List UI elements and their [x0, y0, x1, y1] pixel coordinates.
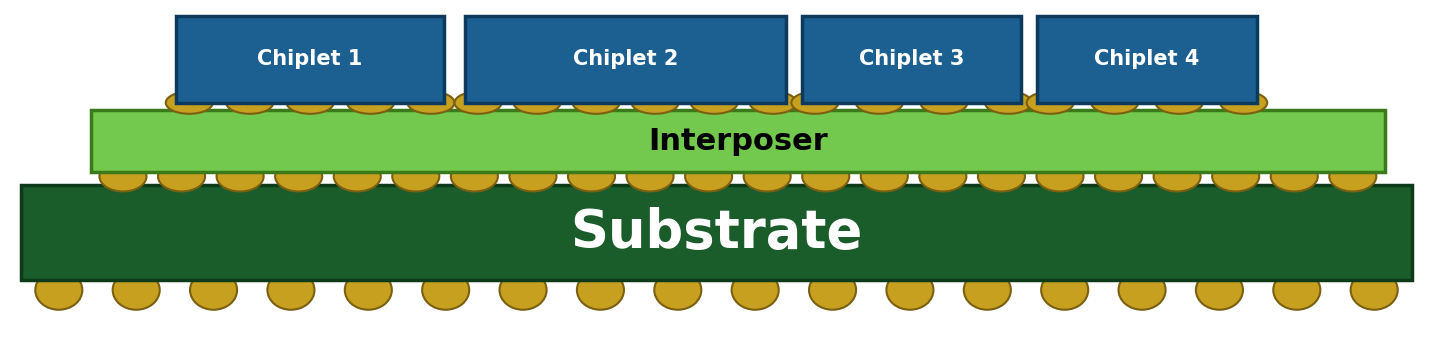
Text: Chiplet 4: Chiplet 4: [1095, 49, 1199, 69]
Text: Interposer: Interposer: [648, 127, 828, 156]
Ellipse shape: [216, 162, 264, 191]
Ellipse shape: [191, 270, 236, 310]
Ellipse shape: [1095, 162, 1142, 191]
Ellipse shape: [451, 162, 497, 191]
Ellipse shape: [626, 162, 674, 191]
Ellipse shape: [454, 92, 502, 114]
Ellipse shape: [99, 162, 146, 191]
Ellipse shape: [1271, 162, 1318, 191]
Ellipse shape: [1197, 270, 1242, 310]
Ellipse shape: [655, 270, 701, 310]
Ellipse shape: [984, 92, 1032, 114]
Ellipse shape: [407, 92, 454, 114]
Ellipse shape: [334, 162, 381, 191]
Ellipse shape: [500, 270, 546, 310]
Ellipse shape: [1154, 162, 1201, 191]
Ellipse shape: [36, 270, 82, 310]
Ellipse shape: [1026, 92, 1073, 114]
Ellipse shape: [113, 270, 159, 310]
Ellipse shape: [1091, 92, 1138, 114]
Ellipse shape: [268, 270, 314, 310]
Ellipse shape: [1330, 162, 1376, 191]
Ellipse shape: [732, 270, 778, 310]
Bar: [176, 16, 444, 103]
Bar: [90, 110, 1384, 172]
Ellipse shape: [1155, 92, 1202, 114]
Ellipse shape: [856, 92, 903, 114]
Ellipse shape: [577, 270, 623, 310]
Ellipse shape: [1219, 92, 1267, 114]
Ellipse shape: [749, 92, 797, 114]
Ellipse shape: [791, 92, 838, 114]
Ellipse shape: [166, 92, 214, 114]
Ellipse shape: [1351, 270, 1397, 310]
Ellipse shape: [275, 162, 322, 191]
Text: Substrate: Substrate: [570, 207, 863, 259]
Ellipse shape: [861, 162, 909, 191]
Ellipse shape: [802, 162, 850, 191]
Ellipse shape: [158, 162, 205, 191]
Ellipse shape: [1212, 162, 1260, 191]
Bar: [1037, 16, 1257, 103]
Ellipse shape: [1036, 162, 1083, 191]
Ellipse shape: [423, 270, 469, 310]
Ellipse shape: [513, 92, 560, 114]
Ellipse shape: [887, 270, 933, 310]
Ellipse shape: [1274, 270, 1320, 310]
Ellipse shape: [567, 162, 615, 191]
Ellipse shape: [287, 92, 334, 114]
Bar: [21, 185, 1412, 280]
Ellipse shape: [632, 92, 679, 114]
Ellipse shape: [573, 92, 619, 114]
Ellipse shape: [345, 270, 391, 310]
Ellipse shape: [509, 162, 556, 191]
Bar: [802, 16, 1022, 103]
Ellipse shape: [347, 92, 394, 114]
Ellipse shape: [1042, 270, 1088, 310]
Text: Chiplet 3: Chiplet 3: [858, 49, 964, 69]
Ellipse shape: [920, 162, 966, 191]
Ellipse shape: [685, 162, 732, 191]
Ellipse shape: [810, 270, 856, 310]
Ellipse shape: [744, 162, 791, 191]
Ellipse shape: [393, 162, 440, 191]
Ellipse shape: [964, 270, 1010, 310]
Ellipse shape: [226, 92, 274, 114]
Text: Chiplet 1: Chiplet 1: [258, 49, 363, 69]
Ellipse shape: [1119, 270, 1165, 310]
Text: Chiplet 2: Chiplet 2: [573, 49, 678, 69]
Bar: [466, 16, 787, 103]
Ellipse shape: [977, 162, 1025, 191]
Ellipse shape: [691, 92, 738, 114]
Ellipse shape: [920, 92, 967, 114]
